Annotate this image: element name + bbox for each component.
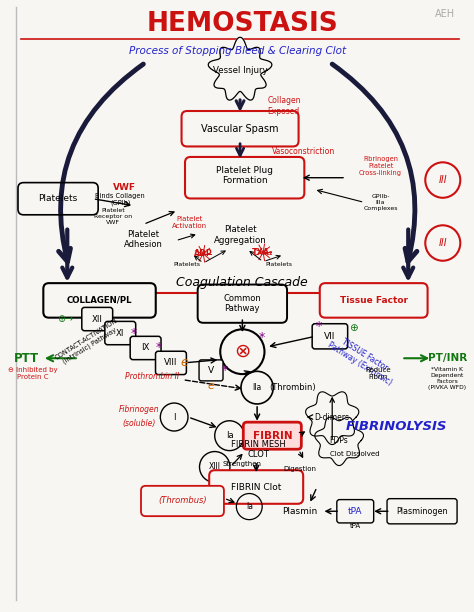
Text: (Thrombus): (Thrombus) <box>158 496 207 506</box>
Circle shape <box>237 493 262 520</box>
FancyBboxPatch shape <box>387 499 457 524</box>
Polygon shape <box>315 417 364 466</box>
Text: Digestion: Digestion <box>284 466 317 472</box>
Text: Coagulation Cascade: Coagulation Cascade <box>176 276 308 289</box>
Text: *: * <box>259 331 265 344</box>
Text: Platelets: Platelets <box>266 263 293 267</box>
Text: *: * <box>222 364 228 377</box>
Text: tPA: tPA <box>350 523 361 529</box>
Text: Collagen
Exposed: Collagen Exposed <box>268 96 301 116</box>
Polygon shape <box>306 392 359 444</box>
Circle shape <box>220 329 264 374</box>
FancyBboxPatch shape <box>198 285 287 323</box>
Text: FIBRIN MESH
CLOT: FIBRIN MESH CLOT <box>231 440 286 460</box>
Circle shape <box>215 421 244 450</box>
Text: III: III <box>438 238 447 248</box>
Text: e: e <box>181 356 189 370</box>
Text: Common
Pathway: Common Pathway <box>223 294 261 313</box>
Text: FIBRIN: FIBRIN <box>253 431 292 441</box>
FancyArrowPatch shape <box>59 64 143 262</box>
Text: (Thrombin): (Thrombin) <box>270 383 316 392</box>
FancyBboxPatch shape <box>337 499 374 523</box>
Text: I: I <box>173 412 175 422</box>
FancyArrowPatch shape <box>332 64 417 262</box>
Circle shape <box>160 403 188 431</box>
Text: Platelets: Platelets <box>38 194 78 203</box>
Text: e: e <box>208 381 214 391</box>
Text: XIII: XIII <box>209 463 221 471</box>
Text: TXA₂: TXA₂ <box>252 248 274 257</box>
Text: *Vitamin K
Dependent
Factors
(PIVKA WFD): *Vitamin K Dependent Factors (PIVKA WFD) <box>428 367 466 389</box>
Text: *: * <box>131 327 137 340</box>
Text: *: * <box>155 341 162 354</box>
Text: XII: XII <box>92 315 103 324</box>
Text: V: V <box>208 366 214 375</box>
Text: Platelet
Activation: Platelet Activation <box>172 217 207 230</box>
Text: Reduce
Fibrin: Reduce Fibrin <box>365 367 391 380</box>
Text: HEMOSTASIS: HEMOSTASIS <box>146 11 338 37</box>
Text: tPA: tPA <box>348 507 363 516</box>
FancyBboxPatch shape <box>155 351 186 375</box>
Text: Plasminogen: Plasminogen <box>396 507 448 516</box>
FancyBboxPatch shape <box>199 360 223 381</box>
FancyBboxPatch shape <box>82 307 113 330</box>
Text: (soluble): (soluble) <box>122 419 155 428</box>
Text: Platelet
Receptor on
VWF: Platelet Receptor on VWF <box>94 208 132 225</box>
Text: TISSUE Factor
Pathway (Extrinsic): TISSUE Factor Pathway (Extrinsic) <box>326 332 399 387</box>
Text: VII: VII <box>324 332 336 341</box>
FancyBboxPatch shape <box>105 321 136 345</box>
Text: Ia: Ia <box>246 502 253 511</box>
Text: ⊕: ⊕ <box>348 323 357 334</box>
Text: Fibrinogen: Fibrinogen <box>118 405 159 414</box>
Circle shape <box>200 452 230 482</box>
Text: COLLAGEN/PL: COLLAGEN/PL <box>67 296 132 305</box>
FancyBboxPatch shape <box>43 283 156 318</box>
Text: Vascular Spasm: Vascular Spasm <box>201 124 279 134</box>
Text: IX: IX <box>141 343 150 353</box>
Text: Ia: Ia <box>226 431 233 440</box>
Text: Platelet
Adhesion: Platelet Adhesion <box>124 230 163 250</box>
Text: VWF: VWF <box>113 182 137 192</box>
Text: D-dimers: D-dimers <box>315 412 350 422</box>
Text: Fibrinogen
Platelet
Cross-linking: Fibrinogen Platelet Cross-linking <box>359 156 402 176</box>
Text: Vasoconstriction: Vasoconstriction <box>272 147 336 155</box>
Text: Vessel Injury: Vessel Injury <box>213 66 267 75</box>
FancyBboxPatch shape <box>243 422 301 449</box>
Text: III: III <box>438 175 447 185</box>
Text: ⊕→: ⊕→ <box>57 314 73 324</box>
Text: ⊖ Inhibited by
Protein C: ⊖ Inhibited by Protein C <box>8 367 57 380</box>
Text: ⊗: ⊗ <box>234 342 251 361</box>
Text: Strengthen: Strengthen <box>223 461 262 467</box>
Text: FIBRIN Clot: FIBRIN Clot <box>231 482 282 491</box>
Text: FDPs: FDPs <box>330 436 348 445</box>
Text: Binds Collagen
(GPIb): Binds Collagen (GPIb) <box>95 193 145 206</box>
FancyBboxPatch shape <box>209 470 303 504</box>
Text: GPIIb-
IIIa
Complexes: GPIIb- IIIa Complexes <box>364 194 398 211</box>
Text: CONTACT-ACTIVATION
(Intrinsic) Pathway: CONTACT-ACTIVATION (Intrinsic) Pathway <box>54 318 122 367</box>
Text: ADP: ADP <box>194 249 212 258</box>
Text: AEH: AEH <box>435 9 455 20</box>
FancyBboxPatch shape <box>312 324 347 349</box>
Text: Clot Dissolved: Clot Dissolved <box>330 451 380 457</box>
Text: IIa: IIa <box>253 383 262 392</box>
Text: PTT: PTT <box>14 352 39 365</box>
FancyBboxPatch shape <box>141 486 224 516</box>
Text: Platelet
Aggregation: Platelet Aggregation <box>214 225 266 245</box>
FancyBboxPatch shape <box>130 337 161 360</box>
FancyBboxPatch shape <box>320 283 428 318</box>
Text: Platelet Plug
Formation: Platelet Plug Formation <box>216 166 273 185</box>
Polygon shape <box>208 37 272 100</box>
Circle shape <box>241 371 273 404</box>
Text: Prothrombin II: Prothrombin II <box>126 373 180 381</box>
Text: FIBRINOLYSIS: FIBRINOLYSIS <box>346 420 447 433</box>
Text: Plasmin: Plasmin <box>283 507 318 516</box>
Text: Tissue Factor: Tissue Factor <box>340 296 408 305</box>
Text: *: * <box>315 321 321 334</box>
Text: VIII: VIII <box>164 359 178 367</box>
Text: XI: XI <box>116 329 125 338</box>
Text: Platelets: Platelets <box>173 263 201 267</box>
Text: PT/INR: PT/INR <box>428 353 467 364</box>
Text: Process of Stopping Bleed & Clearing Clot: Process of Stopping Bleed & Clearing Clo… <box>129 46 346 56</box>
